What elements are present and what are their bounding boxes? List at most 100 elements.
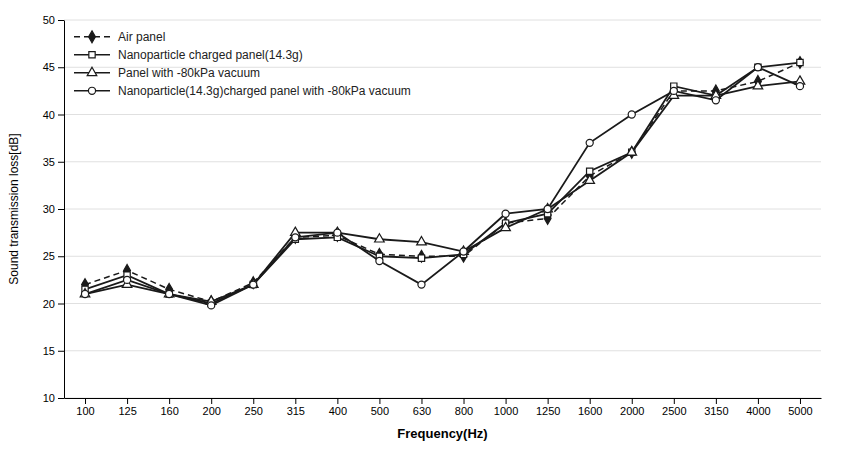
y-axis-title: Sound transmission loss[dB] [7, 133, 21, 284]
grid-line [64, 20, 821, 21]
y-tick: 50 [43, 14, 64, 26]
y-tick: 35 [43, 156, 64, 168]
tick-label: 200 [203, 405, 221, 417]
marker [459, 246, 469, 254]
marker [460, 248, 467, 255]
tick-label: 500 [371, 405, 389, 417]
x-tick: 125 [118, 398, 136, 417]
y-tick: 10 [43, 392, 64, 404]
tick-mark [464, 398, 465, 404]
marker [417, 237, 427, 245]
tick-mark [127, 398, 128, 404]
chart: 1001251602002503154005006308001000125016… [0, 0, 841, 450]
tick-label: 30 [43, 203, 55, 215]
marker [418, 250, 425, 262]
tick-label: 25 [43, 250, 55, 262]
x-tick: 1600 [578, 398, 602, 417]
marker [797, 59, 803, 65]
y-tick: 20 [43, 298, 64, 310]
legend-label: Panel with -80kPa vacuum [118, 66, 260, 80]
tick-label: 35 [43, 156, 55, 168]
marker [250, 281, 257, 288]
x-tick: 200 [203, 398, 221, 417]
marker [333, 227, 343, 235]
tick-mark [506, 398, 507, 404]
line [85, 67, 800, 305]
tick-label: 250 [245, 405, 263, 417]
marker [502, 210, 509, 217]
tick-mark [58, 162, 64, 163]
marker [208, 302, 215, 309]
tick-mark [58, 256, 64, 257]
tick-mark [421, 398, 422, 404]
marker [586, 139, 593, 146]
legend-marker [88, 87, 95, 94]
legend-label: Nanoparticle(14.3g)charged panel with -8… [118, 84, 411, 98]
marker [585, 175, 595, 183]
tick-label: 10 [43, 392, 55, 404]
x-tick: 5000 [788, 398, 812, 417]
y-tick: 40 [43, 109, 64, 121]
legend-label: Nanoparticle charged panel(14.3g) [118, 48, 303, 62]
tick-mark [590, 398, 591, 404]
tick-label: 2500 [662, 405, 686, 417]
plot: 1001251602002503154005006308001000125016… [43, 14, 822, 417]
x-tick: 4000 [746, 398, 770, 417]
tick-label: 45 [43, 61, 55, 73]
line [85, 63, 800, 302]
x-tick: 250 [245, 398, 263, 417]
x-tick: 2000 [620, 398, 644, 417]
tick-mark [632, 398, 633, 404]
grid-line [64, 303, 821, 304]
grid-line [64, 350, 821, 351]
x-tick: 500 [371, 398, 389, 417]
marker [81, 290, 88, 297]
tick-label: 1000 [494, 405, 518, 417]
tick-mark [85, 398, 86, 404]
marker [334, 230, 341, 242]
x-tick: 160 [160, 398, 178, 417]
x-tick: 630 [413, 398, 431, 417]
y-tick: 25 [43, 250, 64, 262]
axis-line [65, 398, 822, 399]
tick-mark [58, 398, 64, 399]
tick-label: 5000 [788, 405, 812, 417]
legend: Air panel Nanoparticle charged panel(14.3… [74, 30, 411, 98]
marker [376, 257, 383, 264]
x-tick: 2500 [662, 398, 686, 417]
tick-label: 630 [413, 405, 431, 417]
tick-mark [58, 304, 64, 305]
legend-entry: Panel with -80kPa vacuum [74, 66, 260, 80]
grid-line [64, 114, 821, 115]
y-axis: 10 15 20 25 30 35 40 45 50 [43, 14, 65, 404]
legend-label: Air panel [118, 30, 165, 44]
tick-mark [674, 398, 675, 404]
series [82, 57, 804, 308]
legend-entry: Nanoparticle charged panel(14.3g) [74, 48, 303, 62]
series-group [80, 57, 805, 309]
series [80, 76, 805, 305]
grid-line [64, 161, 821, 162]
marker [587, 168, 593, 174]
grid-line [64, 398, 821, 399]
legend-marker [89, 52, 95, 58]
y-tick: 30 [43, 203, 64, 215]
tick-mark [58, 209, 64, 210]
marker [797, 57, 804, 69]
legend-marker [87, 67, 97, 75]
tick-label: 3150 [704, 405, 728, 417]
marker [292, 234, 299, 241]
tick-mark [548, 398, 549, 404]
y-tick: 45 [43, 61, 64, 73]
tick-mark [58, 20, 64, 21]
marker [80, 289, 90, 297]
y-tick: 15 [43, 345, 64, 357]
tick-mark [800, 398, 801, 404]
marker [544, 205, 551, 212]
x-tick: 1250 [536, 398, 560, 417]
marker [755, 64, 761, 70]
tick-label: 20 [43, 298, 55, 310]
x-tick: 400 [329, 398, 347, 417]
tick-label: 125 [118, 405, 136, 417]
legend-entry: Air panel [74, 30, 165, 44]
